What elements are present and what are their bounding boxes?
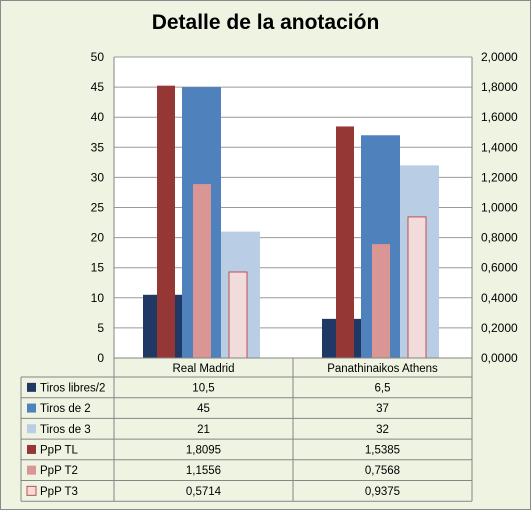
data-label: 0,7568 (365, 465, 400, 477)
bar-ppp-t3 (228, 271, 248, 359)
data-label: 10,5 (192, 382, 214, 394)
y2-tick-label: 0,8000 (481, 231, 518, 245)
data-label: 0,5714 (186, 486, 222, 498)
series-name: Tiros de 2 (40, 403, 91, 415)
y-tick-label: 40 (91, 110, 105, 124)
bar-ppp-t3 (407, 216, 427, 359)
y2-tick-label: 1,8000 (481, 80, 518, 94)
y2-tick-label: 0,2000 (481, 321, 518, 335)
data-label: 6,5 (375, 382, 391, 394)
y-tick-label: 45 (91, 80, 105, 94)
y-tick-label: 15 (91, 261, 105, 275)
y2-tick-label: 1,6000 (481, 110, 518, 124)
y-tick-label: 30 (91, 170, 105, 184)
chart-title: Detalle de la anotación (151, 11, 380, 34)
y-tick-label: 5 (97, 321, 104, 335)
y-tick-label: 10 (91, 291, 105, 305)
y2-tick-label: 1,4000 (481, 140, 518, 154)
y-tick-label: 0 (97, 351, 104, 365)
y2-tick-label: 1,0000 (481, 201, 518, 215)
y2-tick-label: 0,0000 (481, 351, 518, 365)
legend-key (27, 403, 36, 413)
series-name: PpP T2 (40, 465, 78, 477)
data-label: 37 (376, 403, 389, 415)
y2-tick-label: 0,4000 (481, 291, 518, 305)
data-label: 32 (376, 424, 389, 436)
category-label: Panathinaikos Athens (327, 363, 438, 375)
y-tick-label: 50 (91, 50, 105, 64)
bar-ppp-tl (336, 126, 354, 358)
y-tick-label: 20 (91, 231, 105, 245)
data-label: 0,9375 (365, 486, 400, 498)
series-name: PpP T3 (40, 486, 78, 498)
data-label: 1,1556 (186, 465, 221, 477)
y-tick-label: 35 (91, 140, 105, 154)
series-name: Tiros libres/2 (40, 382, 105, 394)
data-label: 21 (197, 424, 210, 436)
legend-key (26, 485, 37, 496)
legend-key (27, 424, 36, 434)
y2-tick-label: 1,2000 (481, 170, 518, 184)
y-tick-label: 25 (91, 201, 105, 215)
series-name: PpP TL (40, 444, 79, 456)
data-label: 1,5385 (365, 444, 400, 456)
y2-tick-label: 2,0000 (481, 50, 518, 64)
data-label: 1,8095 (186, 444, 221, 456)
y2-tick-label: 0,6000 (481, 261, 518, 275)
legend-key (27, 444, 36, 454)
legend-key (27, 465, 36, 475)
data-label: 45 (197, 403, 210, 415)
bar-ppp-t2 (372, 244, 390, 358)
legend-key (27, 382, 36, 392)
category-label: Real Madrid (173, 363, 235, 375)
bar-ppp-t2 (193, 184, 211, 358)
bar-ppp-tl (157, 85, 175, 358)
series-name: Tiros de 3 (40, 424, 91, 436)
